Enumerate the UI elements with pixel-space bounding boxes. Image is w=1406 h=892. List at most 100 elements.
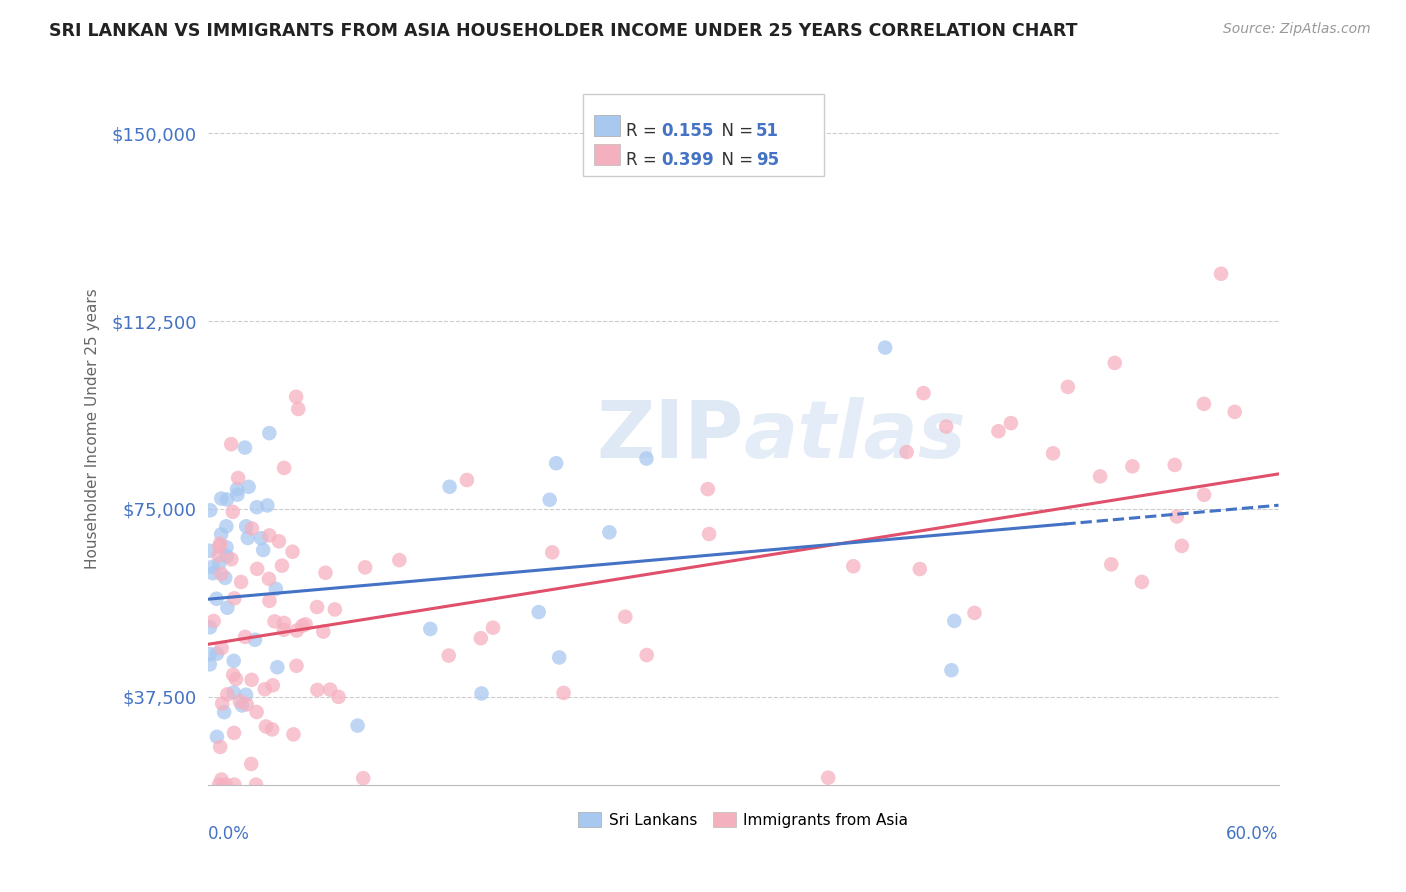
- Point: [419, 622, 441, 636]
- Point: [215, 549, 238, 564]
- Point: [240, 756, 263, 771]
- Point: [240, 521, 263, 535]
- Point: [211, 697, 233, 711]
- Point: [1121, 459, 1143, 474]
- Point: [437, 648, 460, 663]
- Point: [246, 705, 269, 719]
- Point: [226, 482, 249, 496]
- Point: [212, 705, 235, 719]
- Point: [209, 739, 232, 754]
- Point: [614, 609, 637, 624]
- Point: [285, 658, 308, 673]
- Point: [225, 672, 247, 686]
- Text: atlas: atlas: [744, 397, 966, 475]
- Point: [205, 730, 228, 744]
- Point: [259, 528, 281, 542]
- Point: [263, 615, 285, 629]
- Point: [546, 456, 568, 470]
- Point: [246, 562, 269, 576]
- Point: [221, 552, 243, 566]
- Point: [346, 718, 368, 732]
- Point: [211, 566, 233, 581]
- Point: [245, 778, 267, 792]
- Point: [240, 673, 263, 687]
- Text: 51: 51: [756, 122, 779, 140]
- Point: [209, 772, 232, 787]
- Point: [482, 621, 505, 635]
- Point: [198, 647, 221, 661]
- Point: [697, 527, 720, 541]
- Point: [305, 600, 328, 615]
- Point: [198, 543, 221, 558]
- Point: [1104, 356, 1126, 370]
- Point: [222, 685, 245, 699]
- Point: [388, 553, 411, 567]
- Point: [219, 437, 242, 451]
- Point: [214, 571, 236, 585]
- Point: [541, 545, 564, 559]
- Point: [1099, 558, 1122, 572]
- Point: [875, 341, 897, 355]
- Point: [198, 620, 221, 634]
- Point: [294, 617, 316, 632]
- Point: [235, 519, 257, 533]
- Point: [1042, 446, 1064, 460]
- Point: [817, 771, 839, 785]
- Y-axis label: Householder Income Under 25 years: Householder Income Under 25 years: [86, 288, 100, 569]
- Point: [273, 615, 295, 630]
- Point: [266, 660, 288, 674]
- Point: [1209, 267, 1232, 281]
- Point: [314, 566, 336, 580]
- Point: [222, 667, 245, 681]
- Point: [1130, 574, 1153, 589]
- Point: [224, 591, 246, 606]
- Point: [470, 686, 492, 700]
- Point: [281, 545, 304, 559]
- Point: [912, 386, 935, 401]
- Point: [1192, 397, 1215, 411]
- Point: [262, 723, 284, 737]
- Point: [236, 698, 259, 712]
- Point: [259, 594, 281, 608]
- Point: [222, 726, 245, 740]
- Point: [439, 480, 461, 494]
- Point: [229, 574, 252, 589]
- Point: [222, 654, 245, 668]
- Point: [222, 505, 245, 519]
- FancyBboxPatch shape: [582, 95, 824, 176]
- Point: [243, 632, 266, 647]
- Text: 0.0%: 0.0%: [208, 825, 250, 843]
- Point: [253, 682, 276, 697]
- Point: [1164, 458, 1187, 472]
- Point: [470, 631, 492, 645]
- Point: [941, 663, 963, 677]
- Point: [354, 560, 377, 574]
- Point: [226, 471, 249, 485]
- Point: [273, 461, 295, 475]
- Point: [209, 491, 232, 506]
- Text: 0.399: 0.399: [661, 152, 714, 169]
- Text: Source: ZipAtlas.com: Source: ZipAtlas.com: [1223, 22, 1371, 37]
- Point: [226, 488, 249, 502]
- Point: [1088, 469, 1111, 483]
- Point: [201, 566, 224, 581]
- Text: N =: N =: [711, 152, 758, 169]
- Point: [271, 558, 294, 573]
- Point: [842, 559, 865, 574]
- Point: [209, 536, 232, 550]
- Point: [208, 557, 231, 571]
- Point: [211, 641, 233, 656]
- Point: [352, 771, 374, 785]
- Text: R =: R =: [626, 152, 661, 169]
- Point: [208, 549, 231, 563]
- Point: [553, 686, 575, 700]
- Text: 95: 95: [756, 152, 779, 169]
- Point: [1192, 488, 1215, 502]
- Point: [1056, 380, 1078, 394]
- Point: [259, 426, 281, 441]
- Point: [285, 390, 308, 404]
- Point: [217, 600, 239, 615]
- Point: [205, 591, 228, 606]
- Point: [215, 778, 238, 792]
- Point: [224, 778, 246, 792]
